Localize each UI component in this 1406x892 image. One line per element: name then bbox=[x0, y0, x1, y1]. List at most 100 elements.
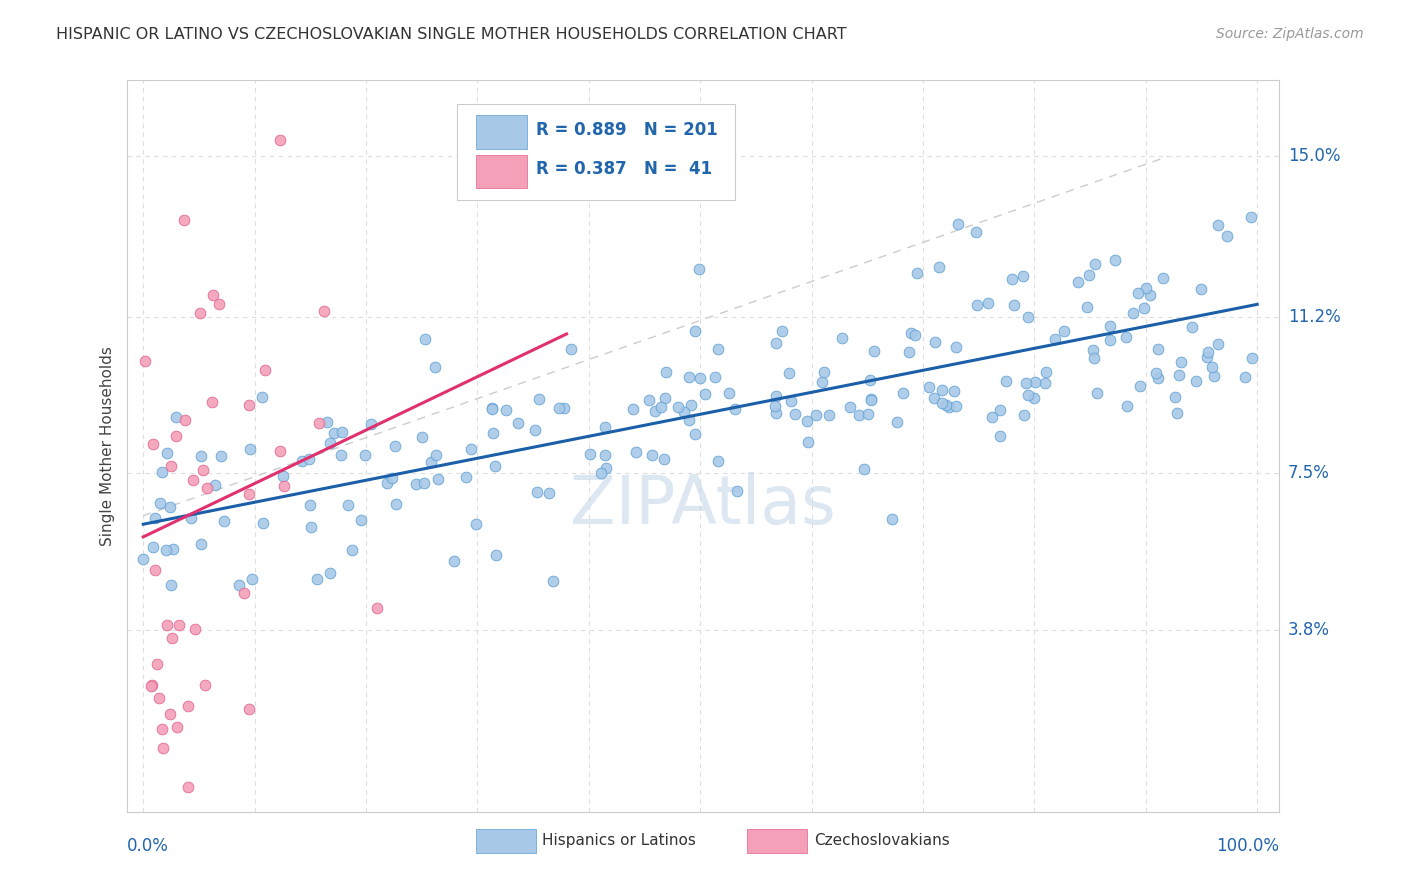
Point bbox=[1144, 366, 1167, 380]
Point bbox=[683, 427, 706, 442]
Point bbox=[190, 449, 212, 463]
Point bbox=[1116, 399, 1139, 413]
FancyBboxPatch shape bbox=[747, 829, 807, 854]
Point bbox=[778, 366, 800, 380]
Point bbox=[150, 722, 173, 736]
Point bbox=[796, 414, 818, 428]
Point bbox=[838, 400, 860, 414]
Point bbox=[253, 363, 276, 377]
Point bbox=[1122, 306, 1144, 320]
Point bbox=[693, 386, 716, 401]
Point bbox=[683, 324, 706, 338]
Point bbox=[350, 513, 373, 527]
Point bbox=[337, 498, 360, 512]
Point bbox=[718, 385, 741, 400]
Point bbox=[298, 451, 321, 466]
Point bbox=[1135, 281, 1157, 295]
Point bbox=[139, 679, 162, 693]
Point bbox=[548, 401, 571, 415]
Point bbox=[156, 446, 179, 460]
Point bbox=[553, 401, 575, 416]
Point bbox=[1189, 282, 1212, 296]
Point bbox=[538, 485, 561, 500]
Point bbox=[529, 392, 551, 407]
FancyBboxPatch shape bbox=[475, 154, 527, 188]
Point bbox=[703, 370, 725, 384]
Point bbox=[166, 720, 188, 734]
Text: 3.8%: 3.8% bbox=[1288, 621, 1330, 639]
Point bbox=[689, 371, 711, 385]
Point bbox=[673, 405, 696, 419]
Point bbox=[426, 472, 449, 486]
Point bbox=[181, 473, 204, 487]
Point bbox=[1206, 336, 1229, 351]
Point bbox=[269, 444, 291, 458]
Point bbox=[988, 429, 1011, 443]
Point bbox=[150, 465, 173, 479]
Point bbox=[269, 133, 291, 147]
Point bbox=[765, 399, 787, 413]
Point bbox=[411, 430, 433, 444]
Text: R = 0.889   N = 201: R = 0.889 N = 201 bbox=[536, 120, 717, 139]
Point bbox=[212, 514, 235, 528]
Point bbox=[1181, 320, 1204, 334]
Text: Source: ZipAtlas.com: Source: ZipAtlas.com bbox=[1216, 27, 1364, 41]
Point bbox=[859, 373, 882, 387]
Y-axis label: Single Mother Households: Single Mother Households bbox=[100, 346, 115, 546]
Point bbox=[195, 482, 218, 496]
Point bbox=[1126, 286, 1149, 301]
Point bbox=[159, 707, 181, 722]
Point bbox=[240, 572, 263, 586]
Text: Hispanics or Latinos: Hispanics or Latinos bbox=[541, 833, 696, 848]
Point bbox=[307, 572, 329, 586]
Text: 0.0%: 0.0% bbox=[127, 837, 169, 855]
Point bbox=[238, 398, 260, 412]
Point bbox=[641, 448, 664, 462]
Point bbox=[650, 401, 672, 415]
Point bbox=[190, 306, 212, 320]
Point bbox=[330, 425, 353, 440]
Point bbox=[298, 499, 321, 513]
Point bbox=[204, 478, 226, 492]
Point bbox=[1139, 288, 1161, 302]
Point bbox=[880, 511, 903, 525]
Point bbox=[273, 479, 295, 493]
Point bbox=[1098, 318, 1121, 333]
Point bbox=[482, 426, 505, 441]
Point bbox=[384, 439, 406, 453]
Point bbox=[1201, 359, 1223, 374]
Point bbox=[526, 485, 548, 500]
Point bbox=[239, 442, 262, 456]
Point bbox=[918, 380, 941, 394]
Point bbox=[1017, 387, 1039, 401]
Point bbox=[184, 622, 207, 636]
Point bbox=[160, 459, 183, 474]
Point bbox=[578, 447, 600, 461]
Point bbox=[165, 409, 187, 424]
Point bbox=[180, 511, 202, 525]
Point bbox=[238, 702, 260, 716]
Point bbox=[1083, 351, 1105, 365]
Point bbox=[678, 370, 700, 384]
Point bbox=[149, 496, 172, 510]
Point bbox=[177, 699, 200, 714]
Point bbox=[1033, 376, 1056, 391]
Point bbox=[308, 416, 330, 430]
Point bbox=[318, 436, 340, 450]
Point bbox=[425, 449, 447, 463]
Point bbox=[425, 359, 447, 374]
Point bbox=[1166, 406, 1188, 420]
Point bbox=[233, 586, 256, 600]
Point bbox=[931, 383, 953, 397]
Point bbox=[817, 409, 839, 423]
Point bbox=[201, 394, 224, 409]
Point bbox=[177, 780, 200, 794]
Point bbox=[160, 631, 183, 645]
Point bbox=[366, 601, 388, 615]
Point bbox=[342, 542, 364, 557]
Point bbox=[145, 657, 167, 671]
Point bbox=[707, 343, 730, 357]
Point bbox=[319, 566, 342, 580]
Point bbox=[848, 408, 870, 422]
Point bbox=[173, 212, 195, 227]
